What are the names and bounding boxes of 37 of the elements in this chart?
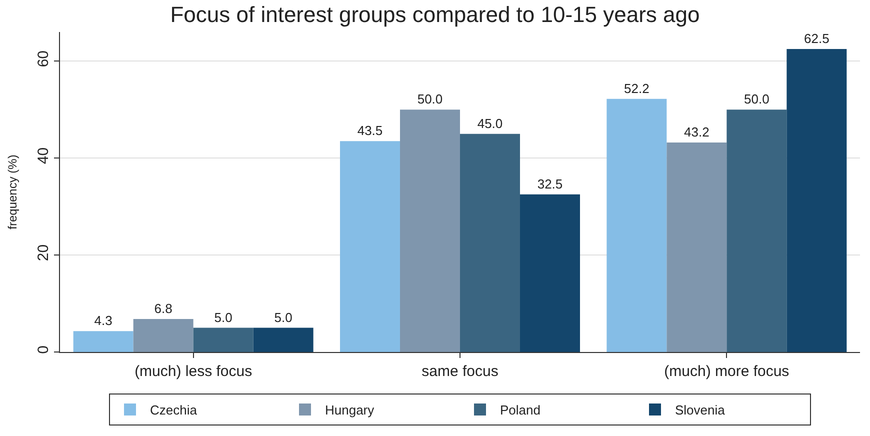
x-tick-label: (much) less focus — [134, 363, 252, 380]
bar — [133, 319, 194, 352]
bar — [520, 194, 580, 352]
data-label: 50.0 — [744, 92, 770, 107]
legend-label: Poland — [500, 402, 540, 418]
data-label: 43.2 — [684, 124, 710, 140]
data-label: 6.8 — [154, 301, 172, 316]
data-label: 5.0 — [214, 310, 232, 325]
y-tick-label: 20 — [35, 244, 52, 262]
x-tick-label: same focus — [422, 363, 498, 380]
data-label: 62.5 — [804, 30, 830, 46]
bar — [786, 48, 847, 352]
data-label: 45.0 — [477, 116, 503, 131]
legend-label: Hungary — [325, 402, 375, 418]
legend-label: Slovenia — [675, 402, 726, 418]
bar — [726, 110, 787, 352]
data-label: 4.3 — [94, 313, 112, 328]
bar — [253, 328, 314, 352]
y-tick-label: 40 — [35, 147, 52, 164]
y-axis-title: frequency (%) — [5, 154, 20, 230]
bar — [460, 134, 520, 352]
bar — [193, 328, 254, 352]
y-tick-label: 0 — [35, 346, 52, 354]
data-label: 52.2 — [624, 80, 650, 96]
data-label: 43.5 — [357, 123, 383, 138]
bar — [73, 331, 134, 352]
chart-title: Focus of interest groups compared to 10-15 years ago — [170, 2, 700, 27]
x-tick-label: (much) more focus — [664, 363, 790, 380]
bar — [400, 110, 460, 352]
bar — [606, 98, 667, 352]
data-label: 32.5 — [537, 176, 563, 192]
bar — [340, 141, 400, 352]
data-label: 50.0 — [417, 92, 443, 107]
data-label: 5.0 — [274, 310, 292, 325]
legend-label: Czechia — [150, 402, 198, 418]
y-tick-label: 60 — [35, 50, 52, 68]
bar — [666, 142, 727, 352]
